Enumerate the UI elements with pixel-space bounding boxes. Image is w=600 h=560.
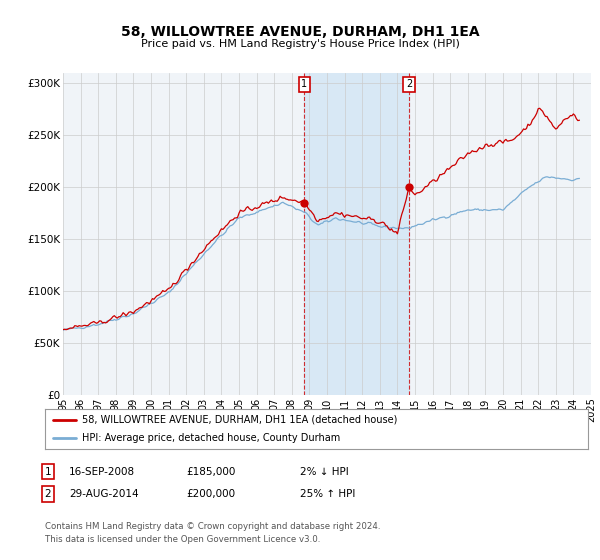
Text: 58, WILLOWTREE AVENUE, DURHAM, DH1 1EA (detached house): 58, WILLOWTREE AVENUE, DURHAM, DH1 1EA (… xyxy=(82,415,397,424)
Text: Contains HM Land Registry data © Crown copyright and database right 2024.
This d: Contains HM Land Registry data © Crown c… xyxy=(45,522,380,544)
Text: 2: 2 xyxy=(406,79,412,89)
Text: 58, WILLOWTREE AVENUE, DURHAM, DH1 1EA: 58, WILLOWTREE AVENUE, DURHAM, DH1 1EA xyxy=(121,26,479,39)
Text: 2: 2 xyxy=(44,489,52,499)
Text: 29-AUG-2014: 29-AUG-2014 xyxy=(69,489,139,499)
Text: 1: 1 xyxy=(44,466,52,477)
Text: HPI: Average price, detached house, County Durham: HPI: Average price, detached house, Coun… xyxy=(82,433,340,443)
Text: £200,000: £200,000 xyxy=(186,489,235,499)
Text: 25% ↑ HPI: 25% ↑ HPI xyxy=(300,489,355,499)
Text: Price paid vs. HM Land Registry's House Price Index (HPI): Price paid vs. HM Land Registry's House … xyxy=(140,39,460,49)
Text: 2% ↓ HPI: 2% ↓ HPI xyxy=(300,466,349,477)
Text: 16-SEP-2008: 16-SEP-2008 xyxy=(69,466,135,477)
Text: 1: 1 xyxy=(301,79,307,89)
Bar xyxy=(304,73,409,395)
Text: £185,000: £185,000 xyxy=(186,466,235,477)
